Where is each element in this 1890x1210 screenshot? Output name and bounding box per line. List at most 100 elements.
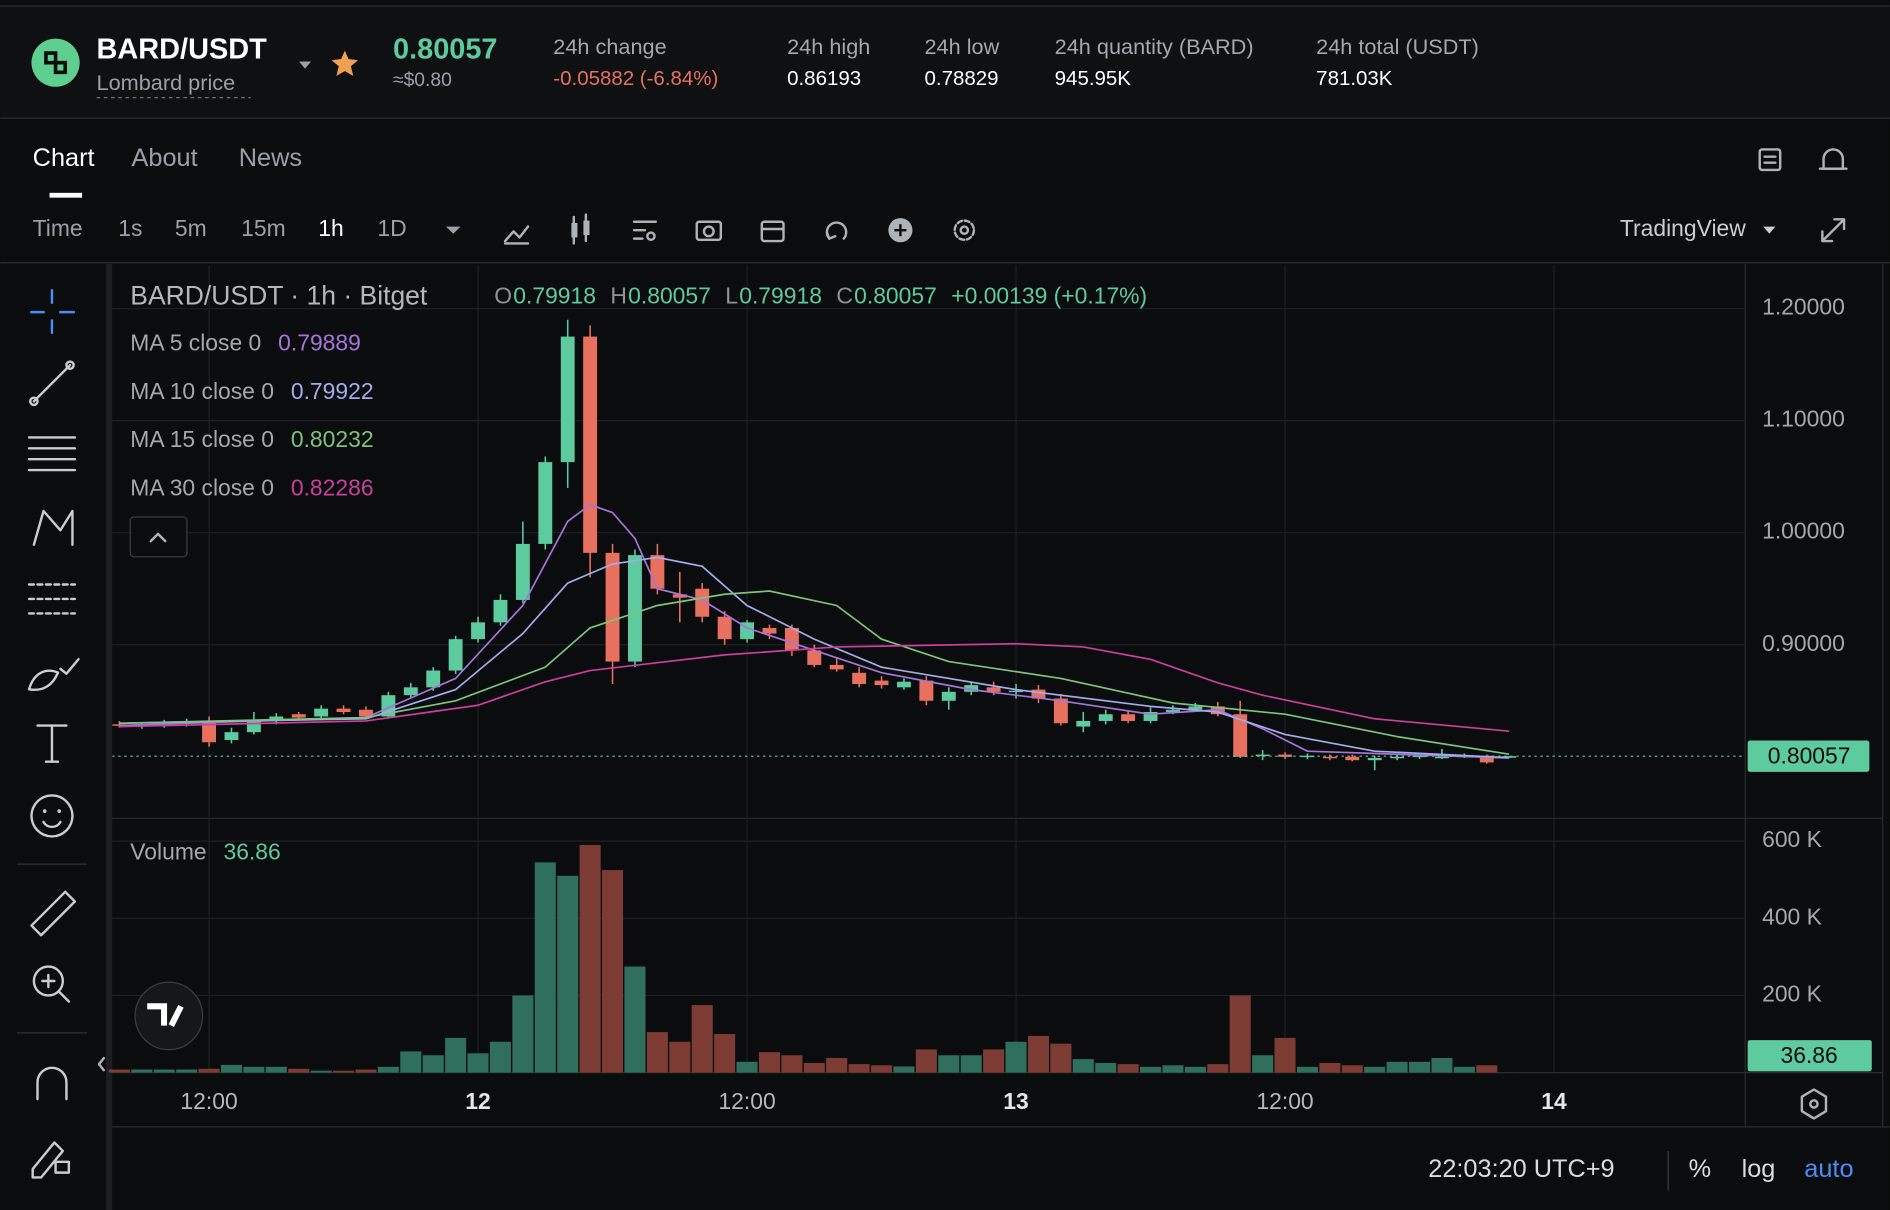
screenshot-icon[interactable]	[695, 220, 723, 242]
provider-dropdown[interactable]	[1763, 226, 1776, 234]
volume-bar	[826, 1057, 848, 1073]
brush-tool[interactable]	[27, 658, 80, 692]
volume-tag	[1747, 1040, 1872, 1072]
interval[interactable]: 1D	[377, 215, 406, 241]
volume-bar	[333, 1070, 355, 1073]
indicator-icon[interactable]	[503, 225, 530, 245]
candle-body	[1322, 756, 1337, 759]
candle-body	[897, 681, 911, 688]
volume-bar	[400, 1051, 422, 1073]
ma-value: 0.82286	[291, 474, 374, 500]
ruler-tool[interactable]	[30, 890, 77, 937]
zoom-tool[interactable]	[32, 965, 71, 1003]
auto-toggle[interactable]: auto	[1804, 1155, 1853, 1183]
x-tick-label: 12	[465, 1088, 490, 1114]
volume-bar	[310, 1070, 332, 1073]
pair-dropdown[interactable]	[299, 61, 312, 69]
volume-bar	[579, 844, 601, 1073]
reset-icon[interactable]	[1800, 1088, 1828, 1120]
candle-body	[246, 720, 261, 733]
volume-bar	[1207, 1064, 1229, 1073]
candle-body	[1367, 757, 1382, 761]
volume-bar	[871, 1065, 893, 1073]
volume-bar	[198, 1068, 220, 1073]
emoji-tool[interactable]	[30, 794, 74, 838]
collapse-legend[interactable]	[129, 516, 188, 558]
percent-toggle[interactable]: %	[1689, 1155, 1712, 1183]
tab[interactable]: Chart	[33, 144, 95, 172]
interval[interactable]: 5m	[175, 215, 207, 241]
lines-tool[interactable]	[27, 436, 77, 472]
orderbook-icon[interactable]	[1758, 148, 1782, 172]
tab[interactable]: News	[239, 144, 302, 172]
volume-bar	[714, 1034, 736, 1073]
volume-bar	[220, 1064, 243, 1073]
text-tool[interactable]	[36, 724, 68, 763]
calendar-icon[interactable]	[760, 220, 785, 243]
volume-bar	[1386, 1061, 1408, 1073]
volume-bar	[1274, 1037, 1296, 1073]
magnet-tool[interactable]	[36, 1066, 68, 1101]
tab[interactable]: About	[132, 144, 198, 172]
ohlc-label: O	[494, 283, 512, 309]
template-icon[interactable]	[632, 220, 657, 242]
candle-body	[807, 650, 822, 665]
fullscreen-icon[interactable]	[1821, 218, 1846, 243]
interval[interactable]: Time	[33, 215, 83, 241]
volume-bar	[624, 966, 646, 1073]
favorite-star[interactable]	[331, 50, 359, 76]
crosshair-tool[interactable]	[30, 289, 75, 334]
collapse-sidebar[interactable]	[97, 1056, 105, 1072]
log-toggle[interactable]: log	[1742, 1155, 1776, 1183]
candle-body	[1053, 698, 1068, 724]
candle-body	[1434, 756, 1449, 759]
ma-name: MA 15 close 0	[130, 426, 274, 452]
volume-bar	[1408, 1061, 1431, 1073]
candle-body	[515, 543, 530, 600]
volume-bar	[355, 1069, 377, 1073]
legend: O 0.79918 H 0.80057 L 0.79918 C 0.80057 +0.00139…	[130, 283, 1147, 865]
candle-body	[493, 599, 508, 623]
candle-body	[1345, 756, 1360, 761]
fib-tool[interactable]	[27, 583, 77, 615]
volume-bar	[1095, 1062, 1117, 1073]
price-usd: ≈$0.80	[393, 70, 452, 91]
candle-body	[874, 680, 889, 686]
volume-bar	[131, 1069, 153, 1073]
grid	[112, 265, 1746, 1073]
alert-icon[interactable]	[1818, 148, 1848, 170]
volume-bar	[1072, 1059, 1094, 1073]
candle-body	[1233, 714, 1248, 757]
candle-type-icon[interactable]	[571, 213, 590, 245]
lock-drawing-tool[interactable]	[31, 1141, 71, 1179]
candle-body	[1143, 711, 1158, 721]
x-tick-label: 13	[1003, 1088, 1028, 1114]
candle-body	[1009, 690, 1023, 693]
replay-icon[interactable]	[825, 221, 848, 240]
interval[interactable]: 1s	[118, 215, 142, 241]
settings-icon[interactable]	[953, 219, 976, 242]
volume-bar	[1341, 1065, 1363, 1073]
volume-bar	[1162, 1065, 1184, 1073]
stat-label: 24h quantity (BARD)	[1055, 34, 1254, 59]
volume-bar	[1296, 1066, 1318, 1073]
candle-body	[583, 336, 598, 553]
candle-body	[650, 555, 665, 589]
trendline-tool[interactable]	[29, 360, 75, 407]
candle-body	[560, 336, 575, 463]
candle-body	[1188, 706, 1203, 710]
interval[interactable]: 15m	[241, 215, 286, 241]
volume-bar	[893, 1066, 915, 1073]
provider-select[interactable]: TradingView	[1620, 215, 1746, 241]
interval[interactable]: 1h	[318, 215, 343, 241]
header-bar	[0, 6, 1890, 119]
pattern-tool[interactable]	[32, 509, 74, 546]
add-icon[interactable]	[888, 218, 913, 243]
y-tick-label: 200 K	[1762, 980, 1822, 1006]
candle-body	[717, 616, 732, 640]
interval-dropdown[interactable]	[446, 226, 461, 234]
volume-bar	[1140, 1066, 1162, 1073]
ma-line	[119, 556, 1510, 759]
